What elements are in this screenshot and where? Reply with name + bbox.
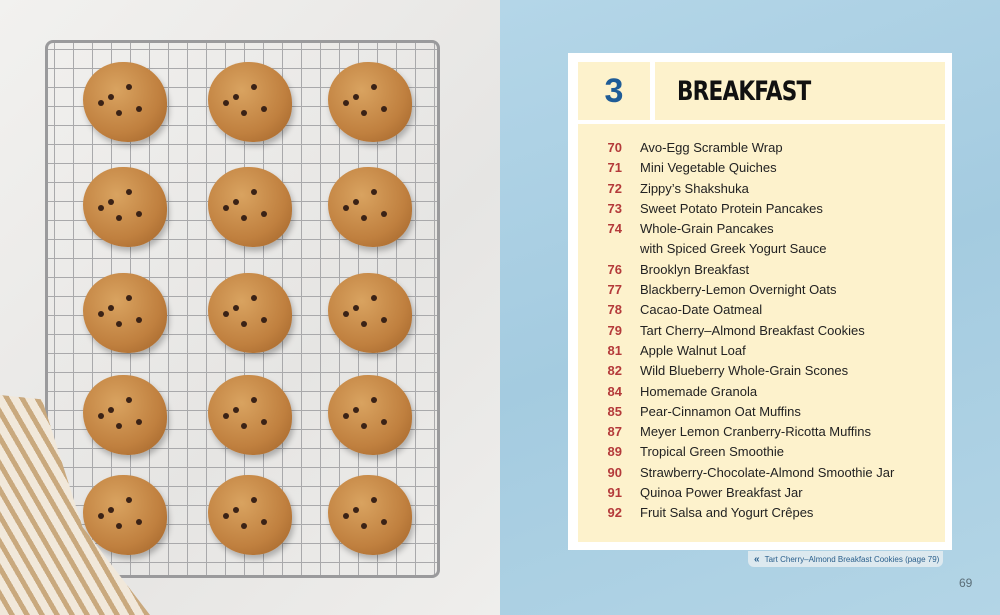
recipe-item: 91 Quinoa Power Breakfast Jar — [578, 483, 945, 503]
recipe-title: Whole-Grain Pancakes — [640, 221, 774, 237]
cookie — [328, 375, 412, 455]
cookie — [208, 167, 292, 247]
recipe-title: Quinoa Power Breakfast Jar — [640, 485, 803, 501]
recipe-item: with Spiced Greek Yogurt Sauce — [578, 239, 945, 259]
recipe-page: 73 — [607, 200, 622, 216]
cookie — [83, 375, 167, 455]
recipe-page: 90 — [607, 464, 622, 480]
recipe-title: with Spiced Greek Yogurt Sauce — [640, 241, 827, 257]
recipe-title: Wild Blueberry Whole-Grain Scones — [640, 363, 849, 379]
double-chevron-left-icon: « — [754, 553, 760, 565]
recipe-title: Sweet Potato Protein Pancakes — [640, 200, 823, 216]
recipe-title: Blackberry-Lemon Overnight Oats — [640, 282, 837, 298]
recipe-item: 79 Tart Cherry–Almond Breakfast Cookies — [578, 321, 945, 341]
recipe-page: 81 — [607, 342, 622, 358]
recipe-item: 90 Strawberry-Chocolate-Almond Smoothie J… — [578, 463, 945, 483]
recipe-item: 87 Meyer Lemon Cranberry-Ricotta Muffins — [578, 422, 945, 442]
recipe-page: 70 — [607, 140, 622, 155]
recipe-item: 82 Wild Blueberry Whole-Grain Scones — [578, 361, 945, 381]
recipe-title: Cacao-Date Oatmeal — [640, 302, 763, 318]
recipe-item: 78 Cacao-Date Oatmeal — [578, 300, 945, 320]
recipe-item: 77 Blackberry-Lemon Overnight Oats — [578, 280, 945, 300]
recipe-item: 89 Tropical Green Smoothie — [578, 442, 945, 462]
page-number: 69 — [959, 576, 973, 590]
chapter-number: 3 — [578, 62, 650, 120]
recipe-item: 71 Mini Vegetable Quiches — [578, 158, 945, 178]
chapter-title-box: BREAKFAST — [655, 62, 945, 120]
cookie — [208, 62, 292, 142]
recipe-title: Tropical Green Smoothie — [640, 444, 785, 460]
cookie — [83, 273, 167, 353]
recipe-page: 84 — [607, 383, 622, 399]
cookie — [328, 475, 412, 555]
cookie-photo — [0, 0, 500, 615]
recipe-item: 85 Pear-Cinnamon Oat Muffins — [578, 402, 945, 422]
recipe-title: Brooklyn Breakfast — [640, 261, 750, 277]
caption-text: Tart Cherry–Almond Breakfast Cookies (pa… — [764, 554, 940, 564]
cookie — [328, 62, 412, 142]
recipe-title: Meyer Lemon Cranberry-Ricotta Muffins — [640, 424, 871, 440]
recipe-page: 79 — [607, 322, 622, 338]
cookie — [328, 273, 412, 353]
cookie — [83, 475, 167, 555]
recipe-title: Mini Vegetable Quiches — [640, 160, 777, 176]
cookie — [208, 273, 292, 353]
recipe-item: 92 Fruit Salsa and Yogurt Crêpes — [578, 503, 945, 523]
recipe-item: 73 Sweet Potato Protein Pancakes — [578, 199, 945, 219]
cookie — [83, 62, 167, 142]
recipe-page: 74 — [607, 221, 622, 237]
recipe-page — [578, 239, 640, 259]
cookie — [83, 167, 167, 247]
recipe-item: 72 Zippy’s Shakshuka — [578, 179, 945, 199]
cookie — [328, 167, 412, 247]
cookie — [208, 375, 292, 455]
recipe-item: 76 Brooklyn Breakfast — [578, 260, 945, 280]
recipe-title: Strawberry-Chocolate-Almond Smoothie Jar — [640, 464, 895, 480]
chapter-title: BREAKFAST — [677, 75, 811, 107]
recipe-item: 74 Whole-Grain Pancakes — [578, 219, 945, 239]
recipe-page: 89 — [607, 444, 622, 460]
recipe-page: 91 — [607, 485, 622, 501]
recipe-page: 85 — [607, 403, 622, 419]
recipe-page: 77 — [607, 282, 622, 298]
photo-caption: « Tart Cherry–Almond Breakfast Cookies (… — [748, 551, 943, 567]
recipe-title: Avo-Egg Scramble Wrap — [640, 140, 783, 155]
recipe-list: 70 Avo-Egg Scramble Wrap 71 Mini Vegetable … — [578, 124, 945, 542]
recipe-page: 76 — [607, 261, 622, 277]
recipe-item: 70 Avo-Egg Scramble Wrap — [578, 138, 945, 158]
recipe-page: 87 — [607, 424, 622, 440]
recipe-title: Homemade Granola — [640, 383, 758, 399]
recipe-page: 78 — [607, 302, 622, 318]
recipe-item: 84 Homemade Granola — [578, 382, 945, 402]
recipe-page: 71 — [607, 160, 622, 176]
recipe-title: Apple Walnut Loaf — [640, 342, 746, 358]
recipe-page: 82 — [607, 363, 622, 379]
recipe-page: 92 — [607, 505, 622, 521]
cookie — [208, 475, 292, 555]
recipe-title: Fruit Salsa and Yogurt Crêpes — [640, 505, 814, 521]
recipe-page: 72 — [607, 180, 622, 196]
recipe-item: 81 Apple Walnut Loaf — [578, 341, 945, 361]
recipe-title: Tart Cherry–Almond Breakfast Cookies — [640, 322, 865, 338]
recipe-title: Pear-Cinnamon Oat Muffins — [640, 403, 801, 419]
recipe-title: Zippy’s Shakshuka — [640, 180, 749, 196]
